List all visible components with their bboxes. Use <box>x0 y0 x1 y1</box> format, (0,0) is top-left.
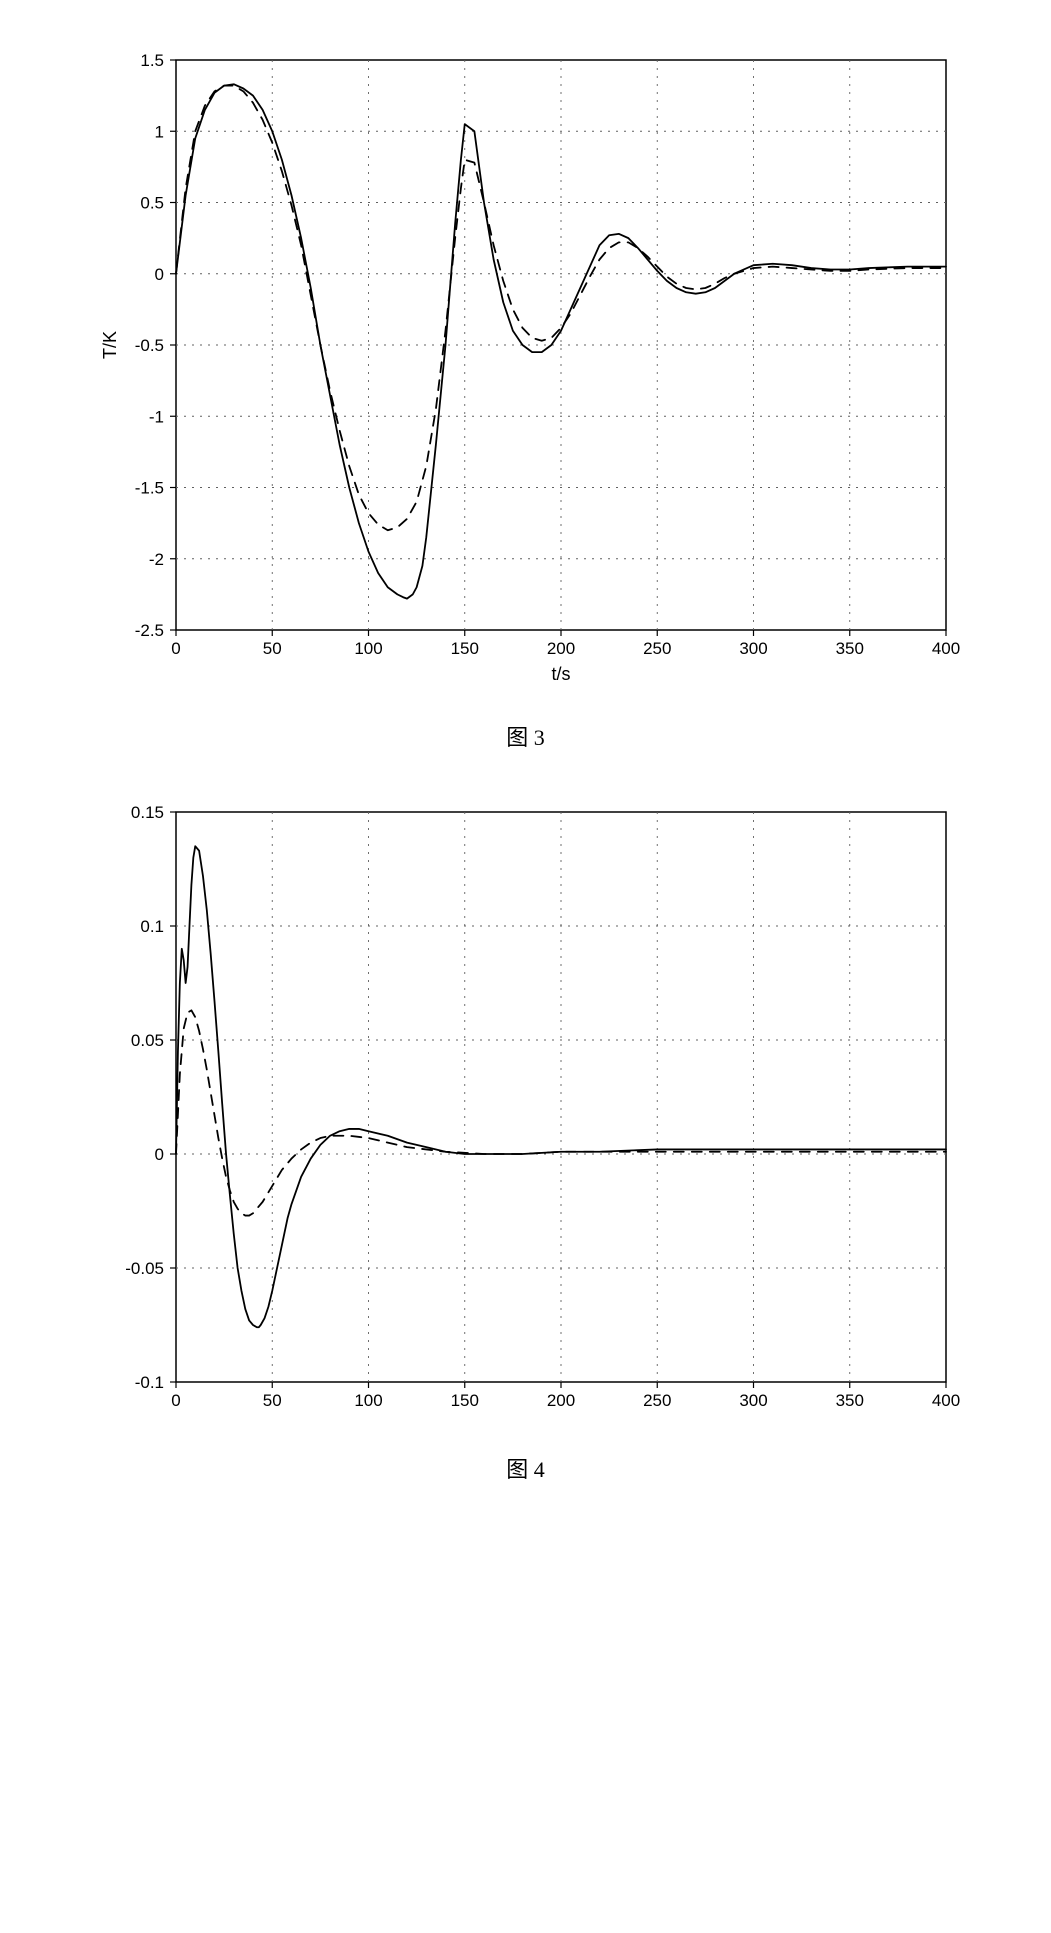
svg-text:300: 300 <box>739 639 767 658</box>
svg-text:50: 50 <box>262 1391 281 1410</box>
svg-text:T/K: T/K <box>100 331 120 359</box>
svg-text:0: 0 <box>171 1391 180 1410</box>
svg-text:300: 300 <box>739 1391 767 1410</box>
figure-4-chart: 0 50 100 150 200 250 300 350 400 -0.1 -0.05 0 0.05 0.… <box>86 792 966 1432</box>
svg-text:0.05: 0.05 <box>130 1031 163 1050</box>
svg-text:-1.5: -1.5 <box>134 479 163 498</box>
svg-text:100: 100 <box>354 1391 382 1410</box>
svg-text:0.5: 0.5 <box>140 194 164 213</box>
svg-text:250: 250 <box>643 1391 671 1410</box>
svg-text:150: 150 <box>450 1391 478 1410</box>
svg-text:200: 200 <box>546 639 574 658</box>
svg-text:200: 200 <box>546 1391 574 1410</box>
figure-3-chart: 0 50 100 150 200 250 300 350 400 -2.5 -2 -1.5 -1 -0.5… <box>86 40 966 700</box>
svg-text:-1: -1 <box>148 407 163 426</box>
svg-text:100: 100 <box>354 639 382 658</box>
svg-text:-0.05: -0.05 <box>125 1259 164 1278</box>
svg-text:1.5: 1.5 <box>140 51 164 70</box>
svg-text:0.1: 0.1 <box>140 917 164 936</box>
svg-text:400: 400 <box>931 639 959 658</box>
svg-text:-0.5: -0.5 <box>134 336 163 355</box>
figure-3-caption: 图 3 <box>506 720 545 752</box>
svg-text:350: 350 <box>835 639 863 658</box>
svg-text:0.15: 0.15 <box>130 803 163 822</box>
svg-text:400: 400 <box>931 1391 959 1410</box>
svg-text:0: 0 <box>154 1145 163 1164</box>
svg-text:150: 150 <box>450 639 478 658</box>
figure-4-caption: 图 4 <box>506 1452 545 1484</box>
figure-3: 0 50 100 150 200 250 300 350 400 -2.5 -2 -1.5 -1 -0.5… <box>86 40 966 752</box>
svg-text:-0.1: -0.1 <box>134 1373 163 1392</box>
svg-text:-2.5: -2.5 <box>134 621 163 640</box>
svg-text:0: 0 <box>154 265 163 284</box>
svg-text:50: 50 <box>262 639 281 658</box>
svg-text:0: 0 <box>171 639 180 658</box>
svg-text:-2: -2 <box>148 550 163 569</box>
svg-text:t/s: t/s <box>551 664 570 684</box>
svg-text:350: 350 <box>835 1391 863 1410</box>
svg-text:1: 1 <box>154 122 163 141</box>
figure-4: 0 50 100 150 200 250 300 350 400 -0.1 -0.05 0 0.05 0.… <box>86 792 966 1484</box>
svg-text:250: 250 <box>643 639 671 658</box>
